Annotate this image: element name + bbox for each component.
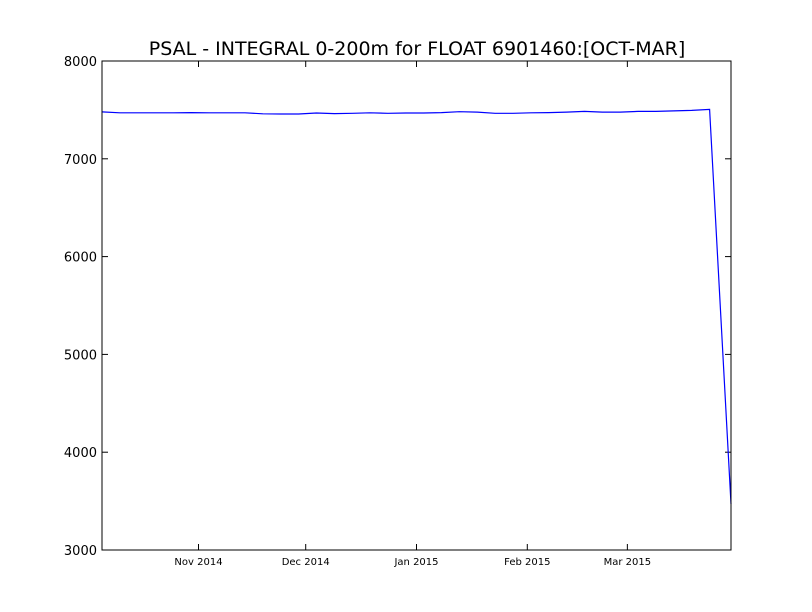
series-line [101,108,732,505]
plot-frame [101,60,732,551]
x-tick-label: Jan 2015 [393,557,438,568]
x-tick-label: Dec 2014 [282,557,330,568]
axis-ticks: 3000 4000 5000 6000 7000 8000 Nov 2014 Dec 2014… [64,55,731,568]
y-tick-label: 4000 [64,446,97,461]
x-tick-label: Feb 2015 [504,557,550,568]
x-tick-label: Mar 2015 [604,557,652,568]
y-tick-label: 5000 [64,348,97,363]
x-tick-label: Nov 2014 [174,557,222,568]
chart-title: PSAL - INTEGRAL 0-200m for FLOAT 6901460… [149,38,686,60]
series-group [101,108,732,505]
y-tick-label: 8000 [64,55,97,70]
y-tick-label: 6000 [64,251,97,266]
y-tick-label: 7000 [64,153,97,168]
y-tick-label: 3000 [64,544,97,559]
